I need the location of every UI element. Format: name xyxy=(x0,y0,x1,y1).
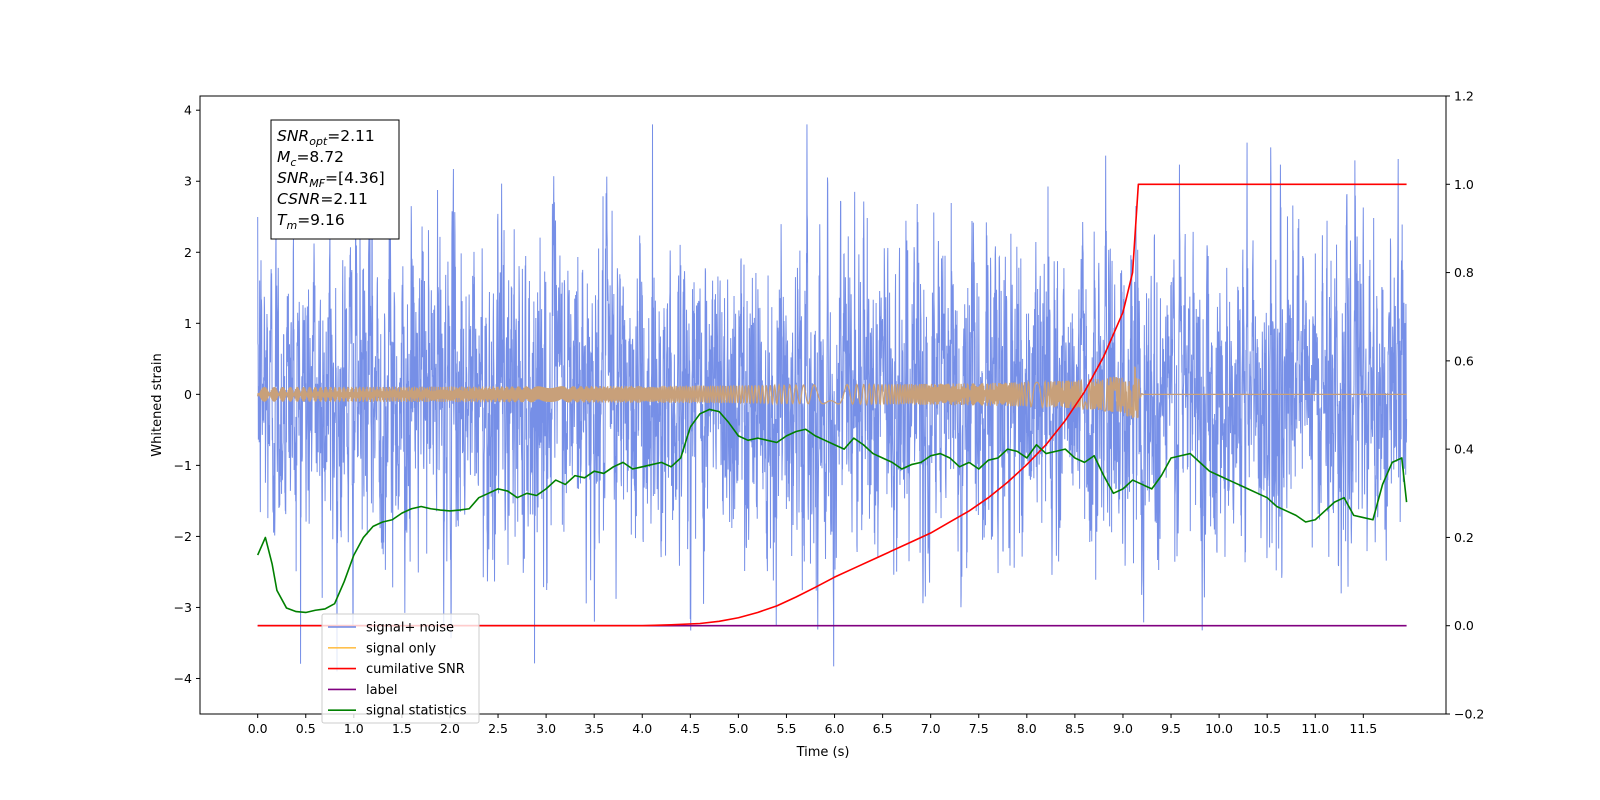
series-cumilative-snr xyxy=(257,183,1407,627)
x-tick-label: 11.5 xyxy=(1349,721,1377,736)
y-left-tick-label: −4 xyxy=(174,671,192,686)
legend-label: cumilative SNR xyxy=(366,662,465,677)
x-tick-label: 1.0 xyxy=(344,721,364,736)
y-left-tick-label: 1 xyxy=(184,316,192,331)
plot-frame xyxy=(199,95,1447,715)
annotation-line: Mc=8.72 xyxy=(277,148,344,169)
y-left-tick-label: −2 xyxy=(174,529,192,544)
y-left-tick-label: 4 xyxy=(184,103,192,118)
y-right-tick-label: 1.0 xyxy=(1454,177,1474,192)
x-tick-label: 8.5 xyxy=(1065,721,1085,736)
ticks-layer: 0.0 0.5 1.0 1.5 2.0 2.5 3.0 3.5 4.0 4.5 5.0 5.5 6.0 6… xyxy=(174,89,1485,737)
x-tick-label: 7.5 xyxy=(969,721,989,736)
y-left-tick-label: 0 xyxy=(184,387,192,402)
x-tick-label: 9.0 xyxy=(1113,721,1133,736)
legend-label: signal only xyxy=(366,641,436,656)
y-right-tick-label: −0.2 xyxy=(1454,707,1484,722)
x-tick-label: 11.0 xyxy=(1301,721,1329,736)
series-signal-only xyxy=(257,365,1407,419)
x-axis-label: Time (s) xyxy=(796,745,850,760)
y-right-tick-label: 0.6 xyxy=(1454,353,1474,368)
annotation-line: Tm=9.16 xyxy=(277,211,345,232)
x-tick-label: 6.0 xyxy=(825,721,845,736)
y-left-tick-label: 2 xyxy=(184,245,192,260)
x-tick-label: 6.5 xyxy=(873,721,893,736)
y-right-tick-label: 1.2 xyxy=(1454,89,1474,104)
legend-frame xyxy=(321,613,480,724)
y-right-tick-label: 0.8 xyxy=(1454,265,1474,280)
x-tick-label: 2.0 xyxy=(440,721,460,736)
x-tick-label: 8.0 xyxy=(1017,721,1037,736)
x-tick-label: 10.0 xyxy=(1205,721,1233,736)
x-tick-label: 3.0 xyxy=(536,721,556,736)
y-left-tick-label: −1 xyxy=(174,458,192,473)
series-signal-noise xyxy=(257,124,1408,672)
series-signal-statistics xyxy=(256,408,1408,614)
legend-label: label xyxy=(366,683,397,698)
x-tick-label: 4.0 xyxy=(632,721,652,736)
y-left-tick-label: 3 xyxy=(184,174,192,189)
y-right-tick-label: 0.2 xyxy=(1454,530,1474,545)
legend-label: signal statistics xyxy=(366,704,467,719)
legend-label: signal+ noise xyxy=(366,621,454,636)
x-tick-label: 10.5 xyxy=(1253,721,1281,736)
x-tick-label: 4.5 xyxy=(680,721,700,736)
annotation-frame xyxy=(270,119,400,240)
x-tick-label: 5.5 xyxy=(777,721,797,736)
x-tick-label: 5.0 xyxy=(728,721,748,736)
y-right-tick-label: 0.4 xyxy=(1454,442,1474,457)
x-tick-label: 1.5 xyxy=(392,721,412,736)
x-tick-label: 0.5 xyxy=(296,721,316,736)
x-tick-label: 3.5 xyxy=(584,721,604,736)
annotation-line: CSNR=2.11 xyxy=(277,190,368,208)
x-tick-label: 2.5 xyxy=(488,721,508,736)
legend: signal+ noise signal only cumilative SNR la… xyxy=(321,613,480,724)
y-right-tick-label: 0.0 xyxy=(1454,618,1474,633)
y-axis-label: Whitened strain xyxy=(150,353,165,456)
y-left-tick-label: −3 xyxy=(174,600,192,615)
annotation-line: SNRopt=2.11 xyxy=(277,127,375,148)
x-tick-label: 9.5 xyxy=(1161,721,1181,736)
annotation-line: SNRMF=[4.36] xyxy=(277,169,385,190)
x-tick-label: 7.0 xyxy=(921,721,941,736)
x-tick-label: 0.0 xyxy=(248,721,268,736)
